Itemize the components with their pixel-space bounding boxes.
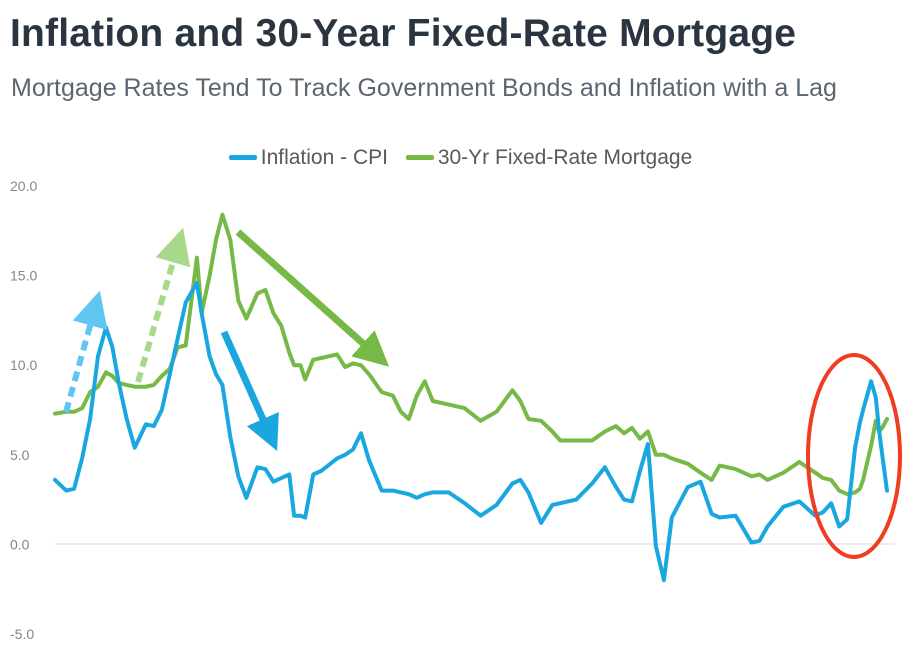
legend-swatch-inflation xyxy=(228,155,257,160)
legend-swatch-mortgage xyxy=(405,155,434,160)
legend-label-mortgage: 30-Yr Fixed-Rate Mortgage xyxy=(437,145,693,169)
legend-item-inflation: Inflation - CPI xyxy=(228,145,388,170)
annotations xyxy=(63,227,902,559)
y-tick-label: 10.0 xyxy=(10,357,37,373)
legend-label-inflation: Inflation - CPI xyxy=(260,145,388,169)
highlight-ellipse xyxy=(806,353,902,559)
legend: Inflation - CPI 30-Yr Fixed-Rate Mortgag… xyxy=(0,142,921,170)
series-line-inflation xyxy=(53,280,889,583)
y-tick-label: -5.0 xyxy=(10,626,34,642)
y-tick-label: 5.0 xyxy=(10,447,30,463)
y-tick-label: 0.0 xyxy=(10,536,30,552)
y-tick-label: 20.0 xyxy=(10,178,37,194)
dashed-arrow-inflation-rise xyxy=(63,290,108,413)
arrow-mortgage-decline xyxy=(235,229,390,367)
chart-title: Inflation and 30-Year Fixed-Rate Mortgag… xyxy=(10,12,797,55)
legend-item-mortgage: 30-Yr Fixed-Rate Mortgage xyxy=(405,145,693,170)
y-tick-label: 15.0 xyxy=(10,268,37,284)
series-layer xyxy=(53,212,889,583)
chart-subtitle: Mortgage Rates Tend To Track Government … xyxy=(11,74,837,102)
y-axis: 20.0 15.0 10.0 5.0 0.0 -5.0 xyxy=(10,178,37,642)
arrow-inflation-decline xyxy=(220,330,279,451)
series-line-mortgage xyxy=(53,212,889,497)
dashed-arrow-mortgage-rise xyxy=(135,227,191,383)
